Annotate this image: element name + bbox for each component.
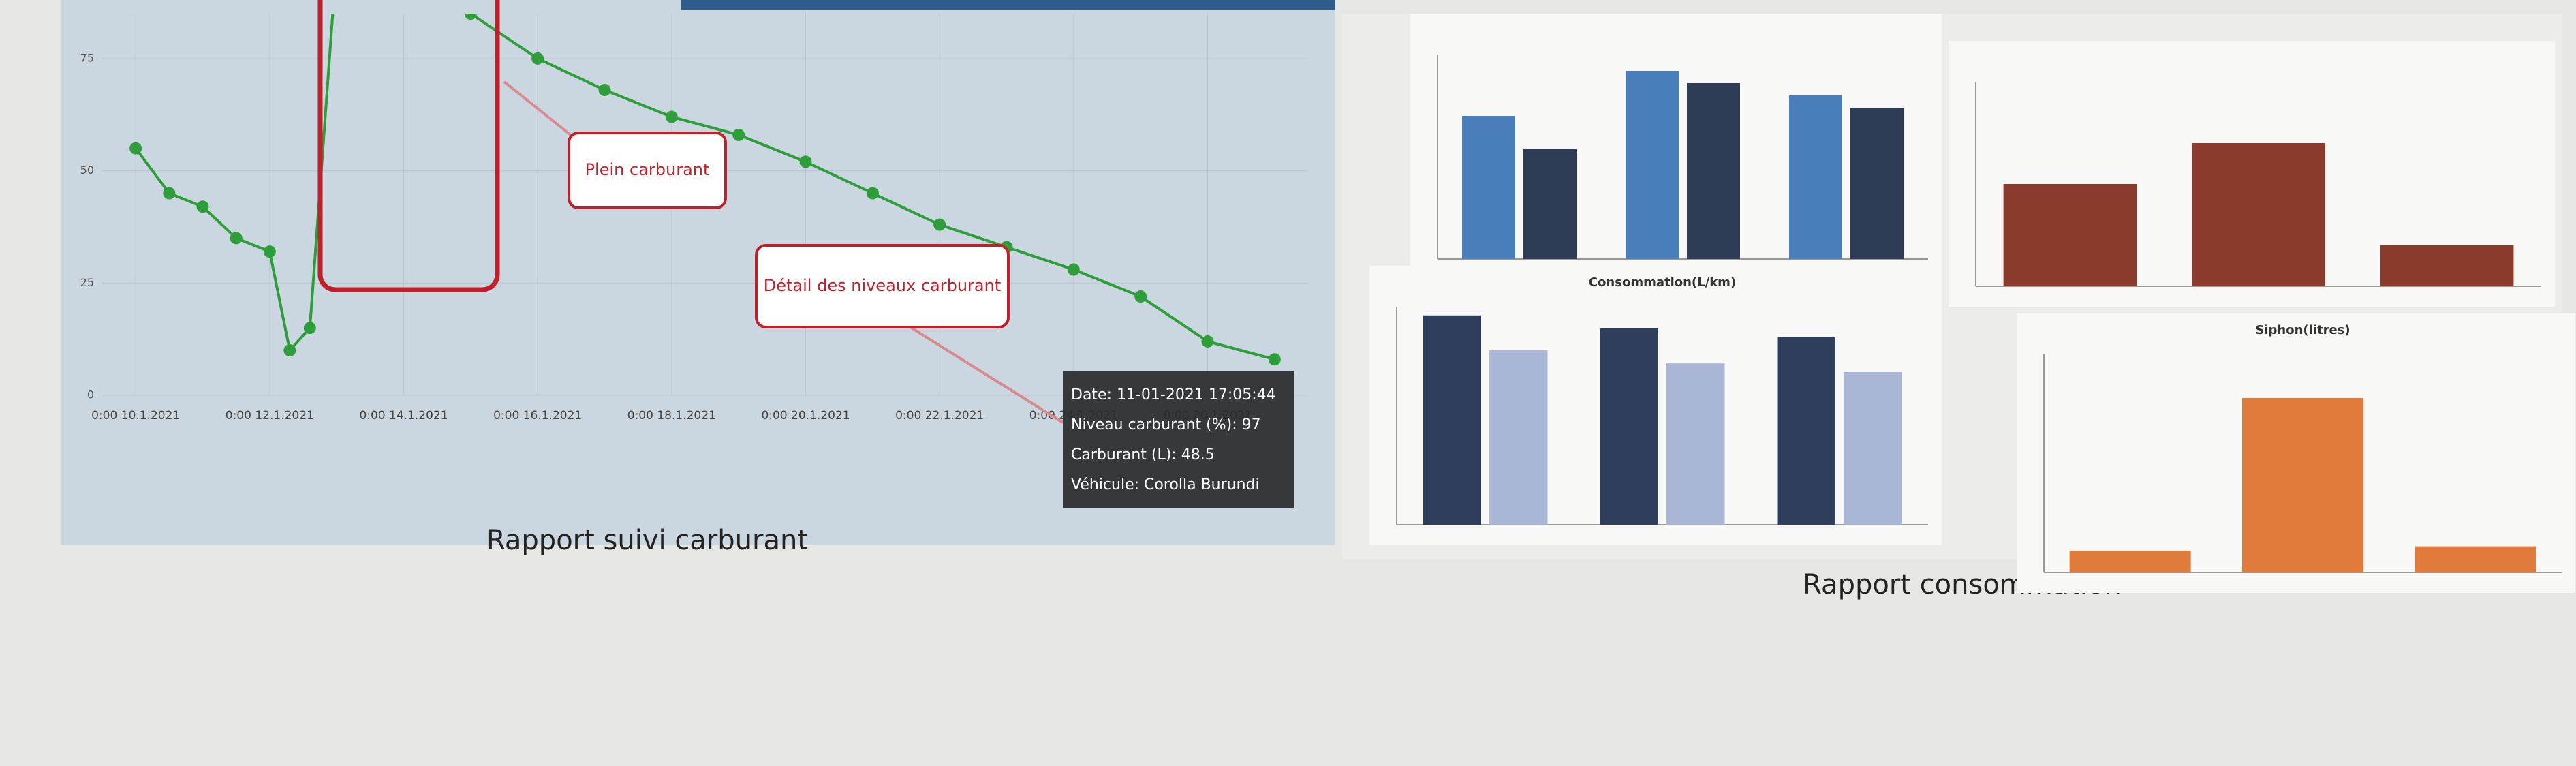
tooltip-line: Date: 11-01-2021 17:05:44 [1071, 386, 1276, 403]
bar [1789, 95, 1842, 259]
fuel-point [129, 142, 142, 155]
tooltip-line: Carburant (L): 48.5 [1071, 446, 1215, 463]
x-tick-label: 0:00 20.1.2021 [761, 409, 850, 423]
fuel-point [732, 128, 745, 141]
fuel-line [134, 14, 1275, 361]
bar [1626, 71, 1679, 259]
annotation: Plein carburant [585, 160, 710, 179]
bar [2242, 398, 2363, 572]
fuel-point [1268, 353, 1281, 366]
x-tick-label: 0:00 10.1.2021 [91, 409, 180, 423]
bar [1687, 83, 1740, 259]
annotation-box [568, 132, 727, 209]
fuel-point [163, 187, 176, 200]
y-tick-label: 50 [80, 164, 94, 177]
bar [2415, 546, 2536, 572]
bar [1462, 116, 1515, 259]
highlight-box [317, 0, 500, 292]
fuel-point [283, 344, 296, 357]
y-tick-label: 25 [80, 276, 94, 289]
y-tick-label: 75 [80, 51, 94, 64]
bar [1850, 108, 1904, 259]
bar [1666, 363, 1725, 525]
callout-line [898, 319, 1064, 424]
fuel-point [196, 200, 209, 213]
x-tick-label: 0:00 22.1.2021 [895, 409, 984, 423]
chart-title: Siphon(litres) [2255, 323, 2350, 337]
header-strip [681, 0, 1335, 10]
fuel-point [1134, 290, 1147, 303]
annotation-box [755, 244, 1010, 328]
tooltip-line: Véhicule: Corolla Burundi [1071, 476, 1260, 493]
tooltip-box [1063, 371, 1294, 508]
x-tick-label: 0:00 18.1.2021 [627, 409, 716, 423]
caption: Rapport suivi carburant [486, 525, 808, 556]
fuel-point [799, 155, 812, 168]
bar [2069, 551, 2191, 572]
bar [2192, 143, 2325, 286]
fuel-point [866, 187, 879, 200]
fuel-point [598, 84, 611, 96]
bar [1844, 372, 1902, 525]
x-tick-label: 0:00 16.1.2021 [493, 409, 582, 423]
fuel-point [1201, 335, 1214, 348]
tooltip-line: Niveau carburant (%): 97 [1071, 416, 1261, 433]
fuel-point [464, 14, 477, 20]
bar [2003, 184, 2137, 286]
fuel-point [531, 52, 544, 65]
bar [1777, 337, 1835, 525]
bar [1523, 149, 1577, 259]
x-tick-label: 0:00 12.1.2021 [226, 409, 314, 423]
callout-line [503, 80, 574, 138]
y-tick-label: 0 [87, 388, 94, 401]
fuel-point [1067, 263, 1080, 276]
chart-title: Consommation(L/km) [1589, 275, 1736, 290]
fuel-point [230, 232, 243, 245]
x-tick-label: 0:00 14.1.2021 [359, 409, 448, 423]
bar [1489, 350, 1548, 525]
fuel-point [263, 245, 276, 258]
annotation: Détail des niveaux carburant [764, 276, 1001, 295]
fuel-point [933, 218, 946, 231]
bar [1600, 328, 1658, 525]
fuel-point [665, 110, 678, 123]
bar [2380, 245, 2514, 286]
fuel-point [303, 322, 316, 335]
bar [1423, 315, 1481, 525]
